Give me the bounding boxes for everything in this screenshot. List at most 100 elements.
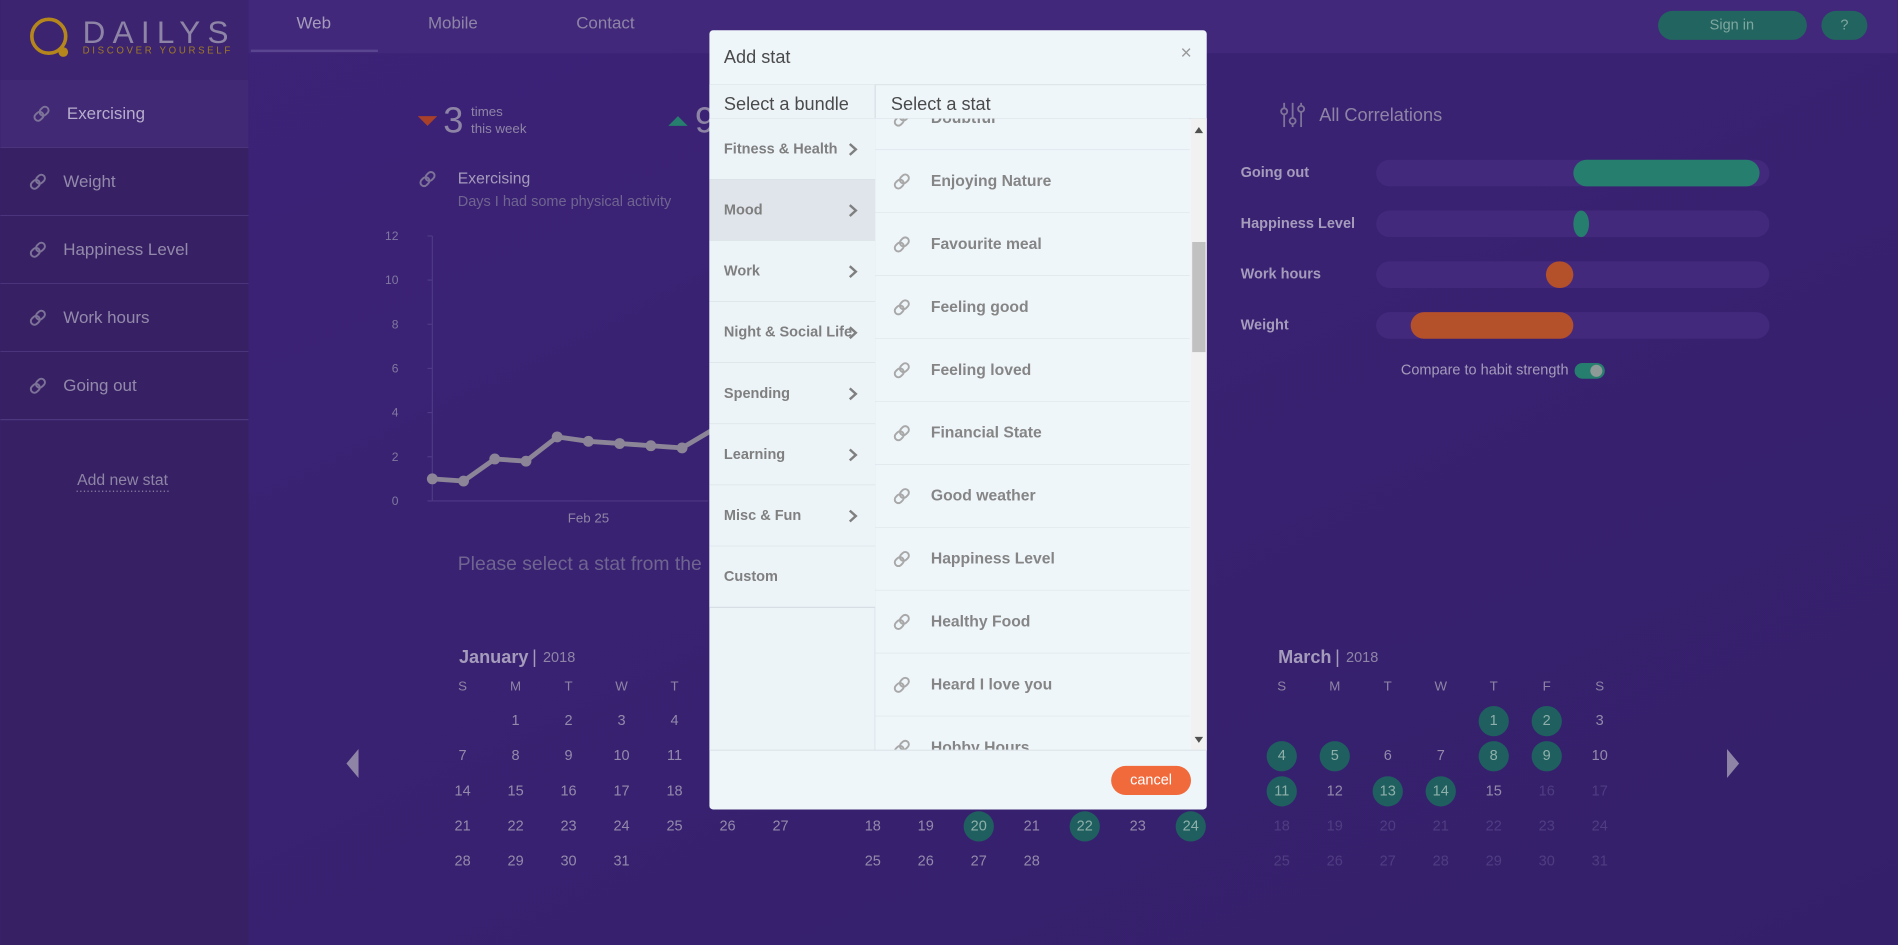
calendar-day[interactable]: 28 <box>1024 854 1040 870</box>
stat-item[interactable] <box>875 653 1190 717</box>
calendar-day[interactable]: 4 <box>1278 748 1286 764</box>
calendar-day[interactable]: 9 <box>565 748 573 764</box>
next-arrow[interactable] <box>1727 748 1740 779</box>
calendar-day[interactable]: 30 <box>1539 854 1555 870</box>
calendar-day[interactable]: 6 <box>1384 748 1392 764</box>
calendar-day[interactable]: 19 <box>1327 818 1343 834</box>
calendar-day[interactable]: 15 <box>1486 783 1502 799</box>
calendar-day[interactable]: 8 <box>512 748 520 764</box>
bundle-item[interactable] <box>709 240 876 302</box>
calendar-day[interactable]: 27 <box>1380 854 1396 870</box>
bundle-item[interactable] <box>709 424 876 485</box>
calendar-day[interactable]: 9 <box>1543 748 1551 764</box>
calendar-day[interactable]: 2 <box>1543 713 1551 729</box>
calendar-day[interactable]: 21 <box>1433 818 1449 834</box>
calendar-day[interactable]: 19 <box>918 818 934 834</box>
nav-link[interactable]: Contact <box>576 13 635 32</box>
calendar-day[interactable]: 25 <box>865 854 881 870</box>
modal-close[interactable]: × <box>1181 42 1192 64</box>
calendar-day[interactable]: 24 <box>1592 818 1608 834</box>
cancel-button[interactable] <box>1111 765 1191 795</box>
bundle-item[interactable] <box>709 362 876 424</box>
calendar-day[interactable]: 10 <box>1592 748 1608 764</box>
scroll-thumb[interactable] <box>1192 241 1206 353</box>
calendar-day[interactable]: 5 <box>1331 748 1339 764</box>
calendar-day[interactable]: 29 <box>1486 854 1502 870</box>
calendar-day[interactable]: 23 <box>1130 818 1146 834</box>
calendar-day[interactable]: 1 <box>1490 713 1498 729</box>
calendar-day[interactable]: 14 <box>455 783 471 799</box>
calendar-day[interactable]: 30 <box>561 854 577 870</box>
stat-item[interactable] <box>875 590 1190 654</box>
calendar-day[interactable]: 21 <box>455 818 471 834</box>
calendar-day[interactable]: 11 <box>1274 783 1289 799</box>
calendar-day[interactable]: 28 <box>1433 854 1449 870</box>
calendar-day[interactable]: 24 <box>614 818 630 834</box>
stat-item[interactable] <box>875 275 1190 339</box>
calendar-day[interactable]: 7 <box>459 748 467 764</box>
calendar-day[interactable]: 23 <box>1539 818 1555 834</box>
calendar-day[interactable]: 28 <box>455 854 471 870</box>
calendar-day[interactable]: 22 <box>1077 818 1093 834</box>
bundle-item[interactable] <box>709 485 876 546</box>
calendar-day[interactable]: 23 <box>561 818 577 834</box>
calendar-day[interactable]: 31 <box>614 854 630 870</box>
bundle-item[interactable] <box>709 118 876 180</box>
calendar-day[interactable]: 14 <box>1433 783 1449 799</box>
calendar-day[interactable]: 25 <box>667 818 683 834</box>
bundle-item[interactable] <box>709 301 876 363</box>
calendar-day[interactable]: 24 <box>1183 818 1199 834</box>
sidebar-item[interactable] <box>0 147 249 216</box>
calendar-day[interactable]: 22 <box>1486 818 1502 834</box>
calendar-day[interactable]: 11 <box>667 748 682 764</box>
calendar-day[interactable]: 12 <box>1327 783 1343 799</box>
calendar-day[interactable]: 29 <box>508 854 524 870</box>
calendar-day[interactable]: 17 <box>614 783 630 799</box>
calendar-day[interactable]: 26 <box>918 854 934 870</box>
calendar-day[interactable]: 27 <box>772 818 788 834</box>
prev-arrow[interactable] <box>346 748 359 779</box>
bundle-item[interactable] <box>709 179 876 241</box>
calendar-day[interactable]: 8 <box>1490 748 1498 764</box>
calendar-day[interactable]: 17 <box>1592 783 1608 799</box>
stat-item[interactable] <box>875 401 1190 465</box>
calendar-day[interactable]: 13 <box>1380 783 1396 799</box>
calendar-day[interactable]: 18 <box>1274 818 1290 834</box>
stat-item[interactable] <box>875 150 1190 213</box>
calendar-day[interactable]: 1 <box>512 713 520 729</box>
bundle-item[interactable] <box>709 546 876 607</box>
scroll-down[interactable] <box>1194 736 1204 743</box>
calendar-day[interactable]: 20 <box>1380 818 1396 834</box>
calendar-day[interactable]: 16 <box>1539 783 1555 799</box>
calendar-day[interactable]: 4 <box>671 713 679 729</box>
stat-item[interactable] <box>875 527 1190 591</box>
calendar-day[interactable]: 15 <box>508 783 524 799</box>
nav-link[interactable]: Mobile <box>428 13 478 32</box>
sidebar-item-active[interactable] <box>0 79 249 148</box>
stat-item[interactable] <box>875 716 1190 779</box>
stat-item[interactable] <box>875 87 1190 151</box>
correlations-title[interactable]: All Correlations <box>1319 105 1442 125</box>
nav-link[interactable]: Web <box>297 13 332 32</box>
calendar-day[interactable]: 2 <box>565 713 573 729</box>
help-button[interactable] <box>1821 10 1868 40</box>
calendar-day[interactable]: 27 <box>971 854 987 870</box>
calendar-day[interactable]: 26 <box>720 818 736 834</box>
calendar-day[interactable]: 21 <box>1024 818 1040 834</box>
stat-item[interactable] <box>875 212 1190 276</box>
calendar-day[interactable]: 22 <box>508 818 524 834</box>
calendar-day[interactable]: 3 <box>618 713 626 729</box>
add-stat-link[interactable]: Add new stat <box>77 472 169 489</box>
stat-item[interactable] <box>875 338 1190 402</box>
calendar-day[interactable]: 26 <box>1327 854 1343 870</box>
calendar-day[interactable]: 3 <box>1596 713 1604 729</box>
scroll-up[interactable] <box>1194 127 1204 134</box>
calendar-day[interactable]: 16 <box>561 783 577 799</box>
calendar-day[interactable]: 31 <box>1592 854 1608 870</box>
stat-item[interactable] <box>875 464 1190 528</box>
sign-in-button[interactable] <box>1658 10 1807 40</box>
calendar-day[interactable]: 20 <box>971 818 987 834</box>
calendar-day[interactable]: 18 <box>667 783 683 799</box>
calendar-day[interactable]: 25 <box>1274 854 1290 870</box>
calendar-day[interactable]: 18 <box>865 818 881 834</box>
